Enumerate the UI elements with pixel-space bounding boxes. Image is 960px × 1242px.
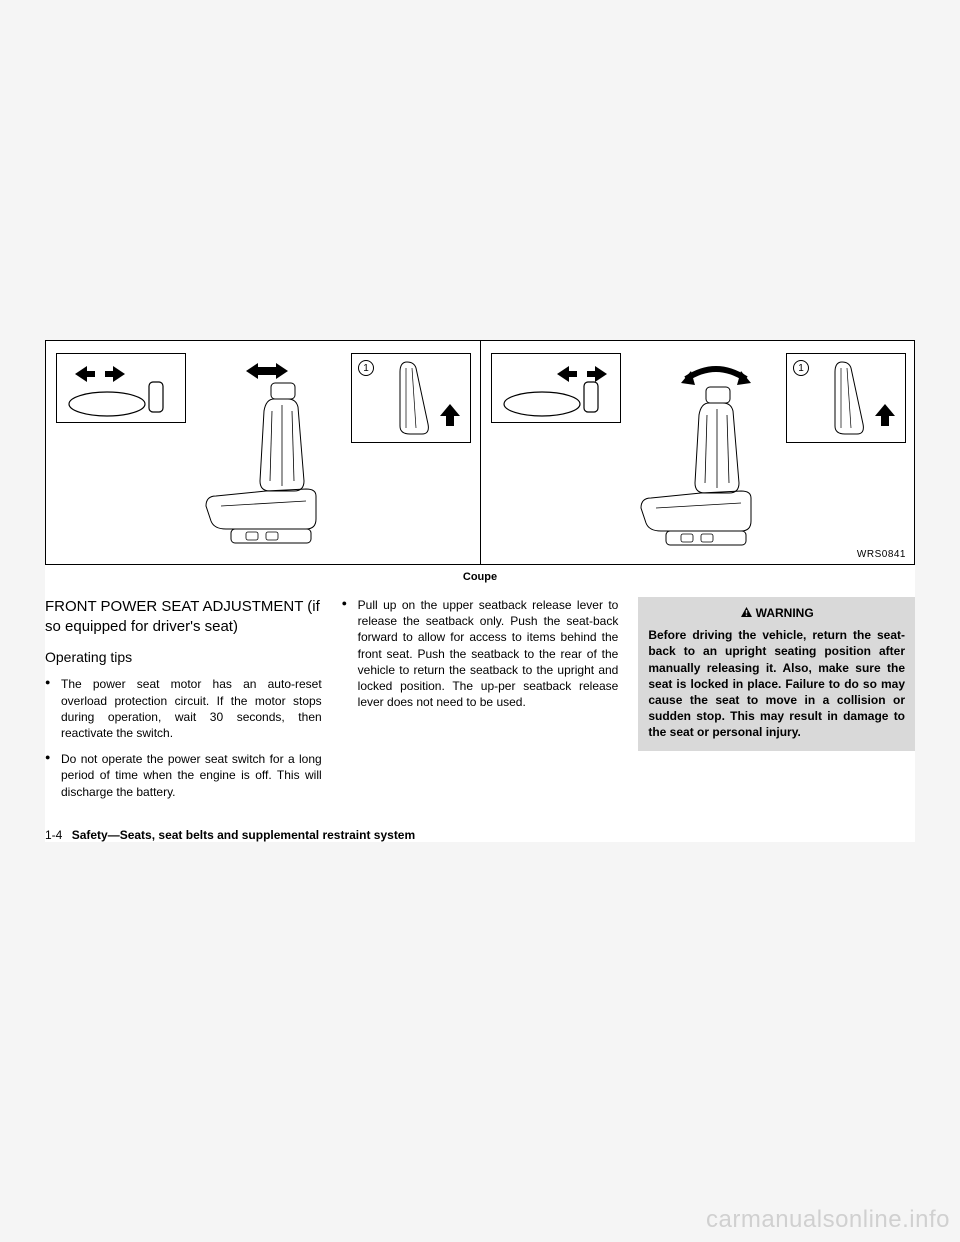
lever-label-left: 1	[358, 360, 374, 376]
manual-page: 1	[45, 340, 915, 842]
warning-box: WARNING Before driving the vehicle, retu…	[638, 597, 915, 751]
list-item: The power seat motor has an auto-reset o…	[45, 676, 322, 741]
warning-header: WARNING	[648, 605, 905, 621]
switch-slide-icon-right	[492, 354, 622, 424]
watermark: carmanualsonline.info	[706, 1206, 950, 1234]
sub-heading: Operating tips	[45, 648, 322, 667]
column-3: WARNING Before driving the vehicle, retu…	[638, 597, 915, 810]
inset-lever-left: 1	[351, 353, 471, 443]
figure-id: WRS0841	[857, 549, 906, 560]
instructions-list: Pull up on the upper seatback release le…	[342, 597, 619, 710]
seat-diagram-recline	[611, 351, 791, 551]
warning-icon	[740, 606, 753, 618]
column-2: Pull up on the upper seatback release le…	[342, 597, 619, 810]
inset-lever-right: 1	[786, 353, 906, 443]
page-footer: 1-4 Safety—Seats, seat belts and supplem…	[45, 828, 915, 842]
figure-divider	[480, 341, 481, 564]
tips-list: The power seat motor has an auto-reset o…	[45, 676, 322, 799]
warning-label: WARNING	[756, 606, 814, 620]
inset-switch-slide-right	[491, 353, 621, 423]
lever-label-right: 1	[793, 360, 809, 376]
column-1: FRONT POWER SEAT ADJUSTMENT (if so equip…	[45, 597, 322, 810]
figure-caption: Coupe	[45, 571, 915, 583]
inset-switch-slide	[56, 353, 186, 423]
warning-text: Before driving the vehicle, return the s…	[648, 627, 905, 740]
list-item: Pull up on the upper seatback release le…	[342, 597, 619, 710]
switch-slide-icon	[57, 354, 187, 424]
section-heading: FRONT POWER SEAT ADJUSTMENT (if so equip…	[45, 597, 322, 638]
figure-box: 1	[45, 340, 915, 565]
page-number: 1-4	[45, 828, 62, 842]
seat-diagram-forward	[176, 351, 346, 551]
section-title: Safety—Seats, seat belts and supplementa…	[72, 828, 415, 842]
content-columns: FRONT POWER SEAT ADJUSTMENT (if so equip…	[45, 597, 915, 810]
list-item: Do not operate the power seat switch for…	[45, 751, 322, 800]
